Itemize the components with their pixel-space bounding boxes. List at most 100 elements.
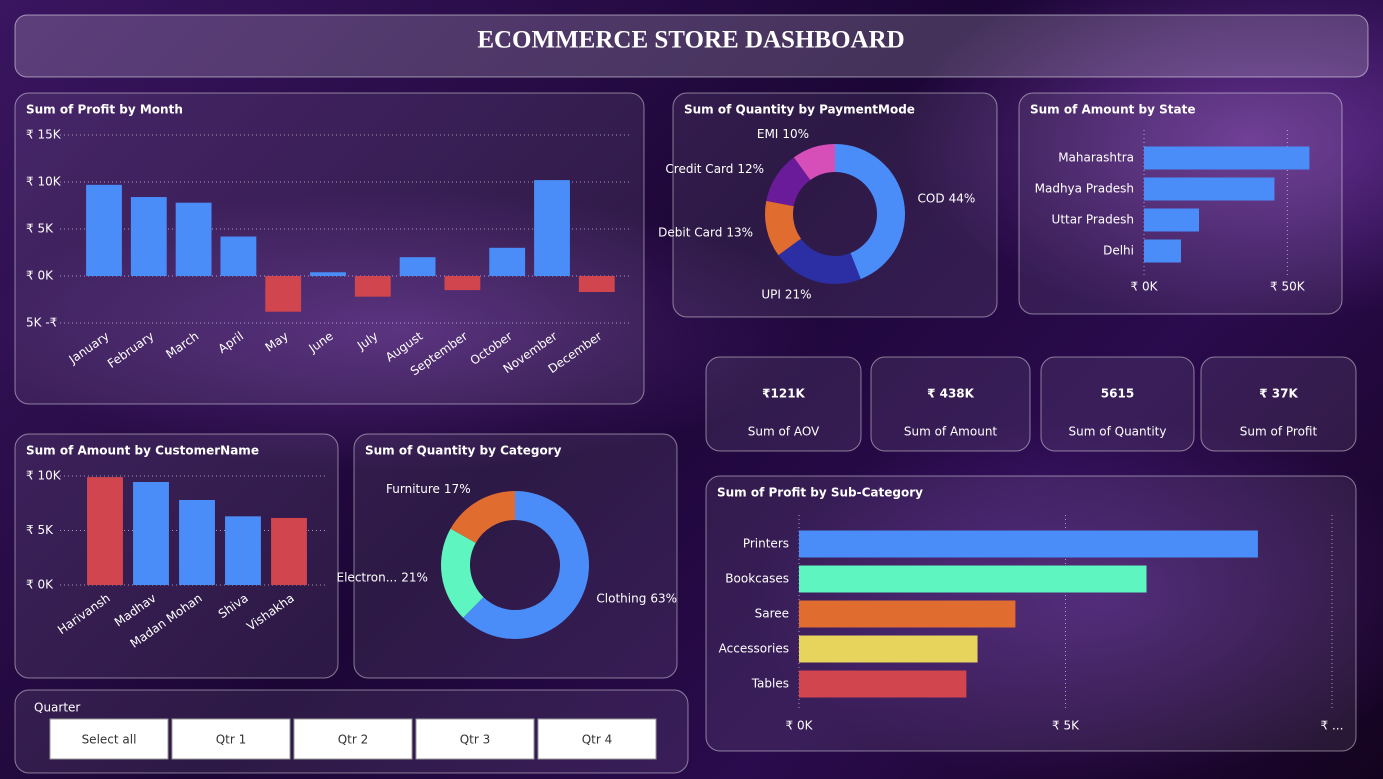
bar (1144, 146, 1310, 170)
bar (265, 276, 302, 312)
chart-title: Sum of Profit by Month (26, 103, 183, 117)
bar (799, 670, 967, 698)
bar (175, 202, 212, 276)
bar (354, 276, 391, 297)
x-tick-label: ₹ ... (1321, 719, 1344, 733)
slice-category: Electron... (337, 570, 398, 584)
y-tick-label: ₹ 0K (26, 578, 54, 592)
bar (399, 257, 436, 276)
y-tick-label: ₹ 0K (26, 269, 54, 283)
slice-value-label: 21% (401, 570, 428, 584)
kpi-value: 5615 (1101, 387, 1134, 401)
panel (353, 433, 678, 679)
kpi-label: Sum of AOV (748, 425, 820, 439)
slicer-button[interactable] (293, 718, 413, 760)
y-tick-label: Accessories (719, 642, 789, 656)
slice-category: Credit Card (665, 161, 733, 175)
slicer-option[interactable]: Qtr 1 (216, 733, 247, 747)
slice-value-label: 44% (949, 191, 976, 205)
slice-label: Electron... 21% (337, 570, 428, 584)
slice-category: UPI (761, 287, 781, 301)
slice-value-label: 17% (444, 482, 471, 496)
y-tick-label: Madhya Pradesh (1035, 182, 1134, 196)
slice-value-label: 13% (726, 225, 753, 239)
bar (220, 236, 257, 276)
slicer-button[interactable] (537, 718, 657, 760)
slice-label: Credit Card 12% (665, 161, 764, 175)
header-panel (14, 14, 1369, 78)
bar (578, 276, 615, 292)
slice-label: UPI 21% (761, 287, 811, 301)
bar (179, 499, 215, 585)
bar (271, 517, 307, 585)
slice-value-label: 12% (737, 161, 764, 175)
slicer-button[interactable] (171, 718, 291, 760)
donut-slice (793, 144, 835, 181)
panel (1200, 356, 1357, 452)
slicer-button[interactable] (415, 718, 535, 760)
x-tick-label: ₹ 5K (1052, 719, 1080, 733)
bar (133, 481, 169, 585)
bar (799, 635, 978, 663)
chart-title: Sum of Profit by Sub-Category (717, 486, 923, 500)
y-tick-label: ₹ 5K (26, 523, 54, 537)
slice-category: Debit Card (658, 225, 722, 239)
slicer-button[interactable] (49, 718, 169, 760)
dashboard-title: ECOMMERCE STORE DASHBOARD (477, 27, 904, 54)
bar (444, 276, 481, 291)
bar (1144, 239, 1181, 263)
chart-title: Sum of Amount by CustomerName (26, 444, 259, 458)
y-tick-label: Printers (743, 537, 789, 551)
bar (1144, 177, 1275, 201)
bar (86, 184, 122, 276)
y-tick-label: ₹ 15K (26, 128, 62, 142)
y-tick-label: ₹ 10K (26, 469, 62, 483)
bar (87, 477, 123, 585)
bar (310, 272, 346, 276)
bar (1144, 208, 1200, 232)
slice-value-label: 21% (785, 287, 812, 301)
donut-slice (766, 157, 811, 207)
slicer-title: Quarter (34, 701, 80, 715)
y-tick-label: ₹ 5K (26, 222, 54, 236)
donut-slice (441, 528, 484, 618)
y-tick-label: 5K -₹ (26, 316, 58, 330)
panel (705, 356, 862, 452)
slicer-option[interactable]: Qtr 2 (338, 733, 369, 747)
slice-label: Clothing 63% (596, 591, 677, 605)
kpi-value: ₹ 37K (1259, 387, 1298, 401)
slice-label: Debit Card 13% (658, 225, 753, 239)
slicer-option[interactable]: Qtr 4 (582, 733, 613, 747)
chart-title: Sum of Quantity by PaymentMode (684, 103, 915, 117)
slice-label: EMI 10% (757, 127, 809, 141)
slice-value-label: 10% (782, 127, 809, 141)
slice-category: EMI (757, 127, 778, 141)
bar (489, 247, 526, 276)
donut-slice (450, 491, 515, 543)
bar (225, 516, 261, 585)
slice-value-label: 63% (650, 591, 677, 605)
y-tick-label: ₹ 10K (26, 175, 62, 189)
bar (799, 600, 1016, 628)
panel (672, 92, 998, 318)
chart-title: Sum of Amount by State (1030, 103, 1196, 117)
slice-category: COD (918, 191, 945, 205)
y-tick-label: Uttar Pradesh (1052, 213, 1134, 227)
chart-title: Sum of Quantity by Category (365, 444, 562, 458)
slicer-option[interactable]: Select all (82, 733, 137, 747)
bar (130, 197, 167, 276)
donut-slice (764, 200, 802, 256)
panel (870, 356, 1031, 452)
y-tick-label: Tables (751, 677, 789, 691)
bar (799, 565, 1147, 593)
slice-category: Furniture (386, 482, 440, 496)
slice-label: Furniture 17% (386, 482, 471, 496)
donut-slice (835, 144, 906, 280)
panel (14, 92, 645, 405)
x-tick-label: ₹ 0K (786, 719, 814, 733)
y-tick-label: Maharashtra (1058, 151, 1134, 165)
bar (799, 530, 1258, 558)
y-tick-label: Delhi (1103, 244, 1134, 258)
slicer-option[interactable]: Qtr 3 (460, 733, 491, 747)
